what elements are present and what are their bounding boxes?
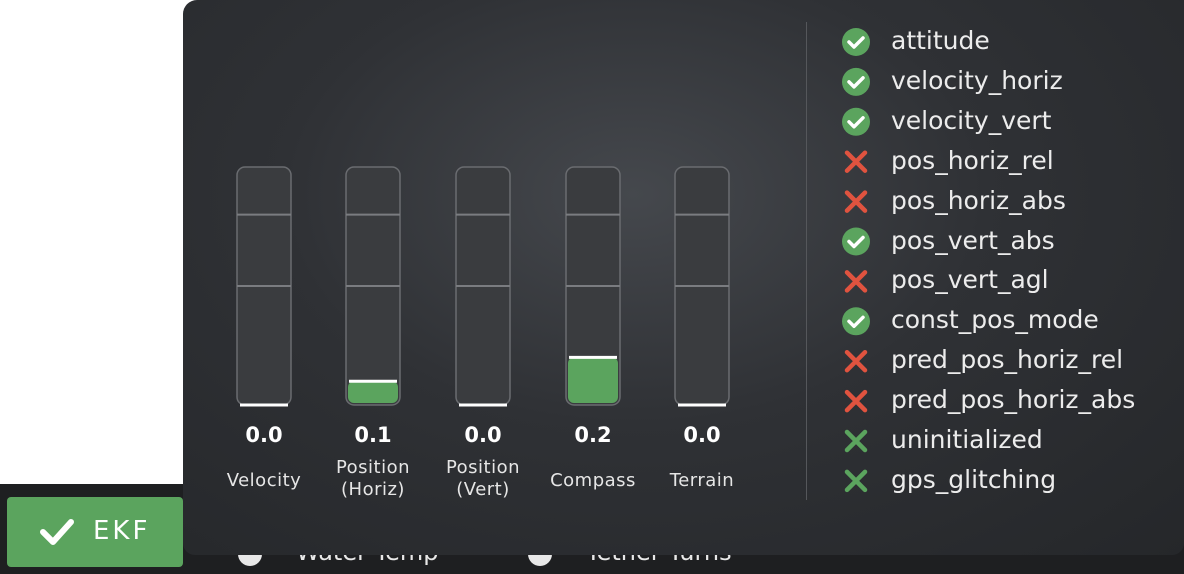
gauge-label: Velocity	[226, 470, 302, 491]
gauge-fill	[568, 357, 618, 403]
gauge-value: 0.0	[245, 423, 283, 447]
flag-label: pred_pos_horiz_abs	[891, 385, 1136, 415]
flag-label: uninitialized	[891, 425, 1043, 454]
flag-label: velocity_horiz	[891, 65, 1063, 95]
gauge-value: 0.0	[464, 423, 502, 447]
cross-icon	[844, 270, 868, 293]
check-mark	[847, 235, 865, 249]
flag-label: velocity_vert	[891, 105, 1052, 135]
gauge-label: Terrain	[669, 470, 735, 491]
gauge-value: 0.0	[683, 423, 721, 447]
check-icon	[40, 519, 74, 545]
check-icon	[842, 227, 870, 256]
flag-label: pos_vert_agl	[891, 265, 1049, 295]
flag-label: pos_horiz_rel	[891, 145, 1054, 175]
check-icon	[842, 28, 870, 56]
gauge-label: Position (Vert)	[445, 457, 521, 500]
cross-icon	[844, 469, 868, 493]
button-label: EKF	[93, 516, 151, 546]
flag-label: const_pos_mode	[891, 305, 1099, 335]
gauge-label: Position (Horiz)	[335, 457, 411, 500]
check-icon	[842, 67, 870, 96]
check-mark	[847, 76, 865, 89]
check-icon	[842, 307, 870, 336]
gauge-value: 0.2	[574, 423, 612, 447]
check-mark	[847, 116, 865, 129]
gauge-value: 0.1	[354, 423, 392, 447]
flag-label: pred_pos_horiz_rel	[891, 345, 1124, 375]
cross-icon	[844, 190, 868, 213]
gauge-label: Compass	[550, 470, 636, 491]
cross-icon	[844, 389, 868, 413]
check-icon	[842, 107, 870, 136]
ekf-button[interactable]: EKF	[7, 497, 183, 567]
gauge-fill	[348, 381, 398, 403]
cross-icon	[844, 349, 868, 373]
check-mark	[847, 36, 865, 49]
flag-label: pos_horiz_abs	[891, 185, 1066, 215]
cross-icon	[844, 150, 868, 173]
check-mark	[847, 315, 865, 329]
flag-label: attitude	[891, 26, 990, 55]
divider	[806, 22, 807, 500]
cross-icon	[844, 429, 868, 453]
flag-label: pos_vert_abs	[891, 225, 1055, 255]
flag-label: gps_glitching	[891, 464, 1057, 494]
